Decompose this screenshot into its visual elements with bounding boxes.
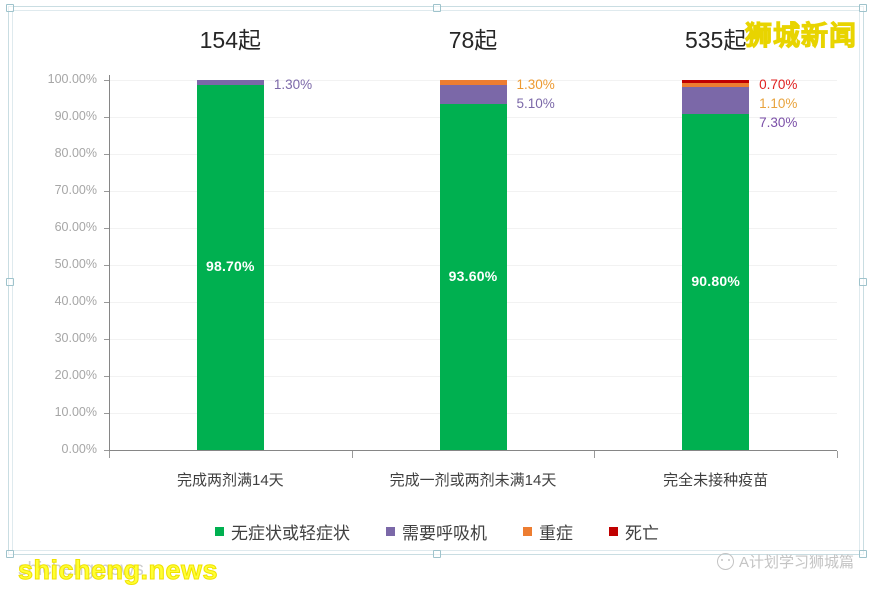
chart-legend: 无症状或轻症状 需要呼吸机 重症 死亡 xyxy=(9,519,865,544)
x-axis-line xyxy=(109,450,837,451)
legend-item[interactable]: 死亡 xyxy=(609,519,659,544)
y-axis-tick-label: 20.00% xyxy=(54,368,97,382)
y-axis-tick-label: 50.00% xyxy=(54,257,97,271)
bar-segment[interactable] xyxy=(196,80,264,85)
watermark-shicheng-news-url: shicheng.news xyxy=(17,555,219,586)
y-axis-tick-label: 30.00% xyxy=(54,331,97,345)
plot-area: 100.00% 90.00% 80.00% 70.00% 60.00% 50.00% 40.… xyxy=(9,7,865,556)
y-axis-tick-label: 60.00% xyxy=(54,220,97,234)
bar-segment-callout-label: 0.70% xyxy=(759,77,798,92)
y-axis-tick-label: 80.00% xyxy=(54,146,97,160)
y-axis-tick-label: 100.00% xyxy=(47,72,97,86)
x-axis-tick xyxy=(352,451,353,458)
y-axis-tick xyxy=(104,80,109,81)
resize-handle-top-right[interactable] xyxy=(858,3,867,12)
y-axis-tick-label: 90.00% xyxy=(54,109,97,123)
smiley-face-icon xyxy=(716,553,734,570)
bar-segment-label: 93.60% xyxy=(448,267,498,284)
bar-segment-callout-label: 5.10% xyxy=(516,96,555,111)
y-axis-tick-label: 0.00% xyxy=(61,442,97,456)
y-axis-tick xyxy=(104,450,109,451)
legend-label: 死亡 xyxy=(625,524,659,543)
bar-segment[interactable] xyxy=(682,87,750,115)
legend-item[interactable]: 需要呼吸机 xyxy=(386,519,487,544)
bar-stack[interactable]: 98.70% xyxy=(196,80,264,450)
legend-swatch-icon xyxy=(215,527,224,536)
legend-label: 重症 xyxy=(539,524,573,543)
resize-handle-left-middle[interactable] xyxy=(5,277,14,286)
legend-item[interactable]: 重症 xyxy=(523,519,573,544)
y-axis-tick-label: 10.00% xyxy=(54,405,97,419)
bar-segment[interactable]: 90.80% xyxy=(682,114,750,450)
watermark-bottom-left-ghost: shicheng.news xyxy=(18,559,144,580)
bar-segment-label: 90.80% xyxy=(691,273,740,289)
bar-segment[interactable]: 98.70% xyxy=(196,84,264,450)
y-axis-tick xyxy=(104,302,109,303)
bar-segment-callout-label: 1.30% xyxy=(516,77,555,92)
y-axis-tick-label: 40.00% xyxy=(54,294,97,308)
y-axis-tick xyxy=(104,339,109,340)
legend-label: 需要呼吸机 xyxy=(402,524,487,543)
x-axis-tick xyxy=(109,451,110,458)
y-axis-tick-label: 70.00% xyxy=(54,183,97,197)
bar-count-title: 78起 xyxy=(448,27,498,53)
legend-swatch-icon xyxy=(386,527,395,536)
y-axis-tick xyxy=(104,265,109,266)
resize-handle-top-left[interactable] xyxy=(5,3,14,12)
legend-swatch-icon xyxy=(609,527,618,536)
bar-count-title: 535起 xyxy=(684,27,747,53)
bar-segment[interactable] xyxy=(439,80,507,85)
bar-segment-callout-label: 1.10% xyxy=(759,96,798,111)
legend-item[interactable]: 无症状或轻症状 xyxy=(215,519,350,544)
x-axis-category-label: 完成一剂或两剂未满14天 xyxy=(389,472,557,489)
resize-handle-bottom-left[interactable] xyxy=(5,549,14,558)
bar-stack[interactable]: 90.80% xyxy=(682,80,750,450)
bar-segment[interactable] xyxy=(682,82,750,88)
bar-segment[interactable]: 93.60% xyxy=(439,103,507,450)
resize-handle-top-middle[interactable] xyxy=(432,3,441,12)
x-axis-category-label: 完全未接种疫苗 xyxy=(663,472,769,489)
x-axis-tick xyxy=(837,451,838,458)
bar-segment[interactable] xyxy=(439,84,507,104)
watermark-account-name: A计划学习狮城篇 xyxy=(716,551,854,572)
resize-handle-bottom-right[interactable] xyxy=(858,549,867,558)
y-axis-tick xyxy=(104,154,109,155)
x-axis-tick xyxy=(594,451,595,458)
x-axis-category-label: 完成两剂满14天 xyxy=(176,472,284,489)
watermark-shicheng-news-cn: 狮城新闻 xyxy=(745,21,857,52)
y-axis-tick xyxy=(104,117,109,118)
bar-segment-callout-label: 1.30% xyxy=(273,77,313,92)
bar-segment-callout-label: 7.30% xyxy=(759,115,798,130)
bar-count-title: 154起 xyxy=(199,27,262,53)
resize-handle-right-middle[interactable] xyxy=(858,277,867,286)
y-axis-tick xyxy=(104,191,109,192)
bar-stack[interactable]: 93.60% xyxy=(439,80,507,450)
y-axis-line xyxy=(109,75,110,456)
legend-label: 无症状或轻症状 xyxy=(231,524,350,543)
y-axis-tick xyxy=(104,413,109,414)
legend-swatch-icon xyxy=(523,527,532,536)
y-axis-tick xyxy=(104,376,109,377)
resize-handle-bottom-middle[interactable] xyxy=(432,549,441,558)
bar-segment-label: 98.70% xyxy=(205,258,255,275)
bar-segment[interactable] xyxy=(682,80,750,83)
watermark-account-label: A计划学习狮城篇 xyxy=(738,554,854,571)
y-axis-tick xyxy=(104,228,109,229)
chart-object-frame[interactable]: 100.00% 90.00% 80.00% 70.00% 60.00% 50.00% 40.… xyxy=(5,3,867,558)
